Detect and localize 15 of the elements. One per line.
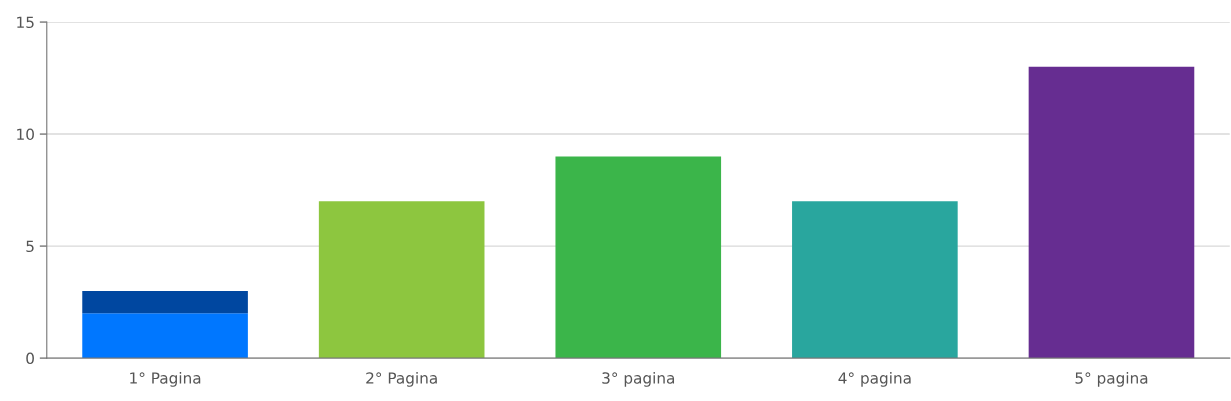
- x-tick-label: 2° Pagina: [366, 371, 437, 387]
- x-tick-label: 4° pagina: [838, 371, 911, 387]
- bar: [82, 290, 248, 314]
- x-tick-label: 1° Pagina: [130, 371, 201, 387]
- y-tick-label: 0: [26, 352, 34, 365]
- bar: [792, 201, 958, 359]
- bar: [318, 201, 485, 359]
- bar: [82, 313, 248, 359]
- bar: [1028, 66, 1195, 359]
- x-tick-label: 5° pagina: [1075, 371, 1148, 387]
- bar: [555, 156, 722, 359]
- y-tick-label: 15: [17, 16, 34, 29]
- y-tick-label: 10: [17, 128, 34, 141]
- x-tick-label: 3° pagina: [602, 371, 675, 387]
- y-tick-label: 5: [26, 240, 34, 253]
